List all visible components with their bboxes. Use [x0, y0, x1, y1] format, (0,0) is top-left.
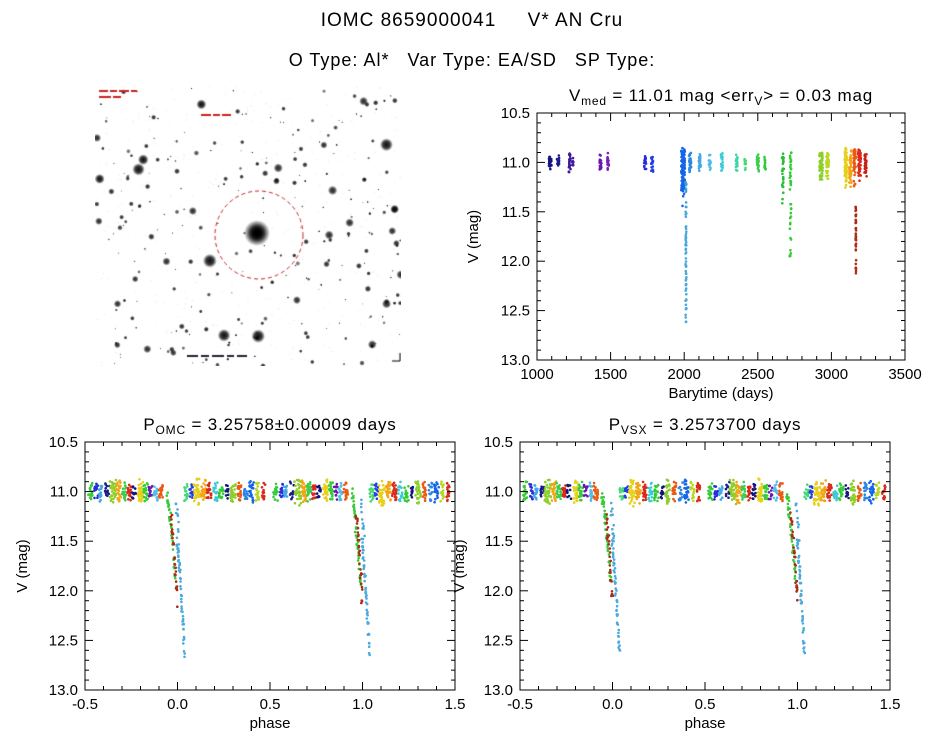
- svg-text:11.0: 11.0: [502, 154, 530, 171]
- phase-folded-plot-omc: -0.5 0.0 0.5 1.0 1.5 10.5 11.0 11.5 12.0 12.5 13.0…: [14, 415, 466, 732]
- svg-text:1.0: 1.0: [352, 696, 373, 713]
- svg-text:12.0: 12.0: [501, 253, 530, 270]
- svg-text:13.0: 13.0: [49, 682, 78, 699]
- svg-text:10.5: 10.5: [501, 105, 530, 122]
- svg-text:13.0: 13.0: [501, 352, 530, 369]
- svg-text:1.0: 1.0: [787, 696, 808, 713]
- svg-text:V (mag): V (mag): [451, 539, 468, 592]
- svg-text:phase: phase: [250, 715, 291, 732]
- svg-text:1.5: 1.5: [880, 696, 901, 713]
- svg-text:phase: phase: [685, 715, 726, 732]
- svg-text:1000: 1000: [520, 366, 553, 383]
- svg-text:2000: 2000: [668, 366, 701, 383]
- svg-text:12.0: 12.0: [49, 583, 78, 600]
- svg-text:V (mag): V (mag): [14, 539, 31, 592]
- phase-folded-plot-vsx: -0.5 0.0 0.5 1.0 1.5 10.5 11.0 11.5 12.0 12.5 13.0…: [451, 415, 901, 732]
- time-series-plot: 1000 1500 2000 2500 3000 3500 10.5 11.0 11.5 12.0…: [465, 86, 922, 402]
- svg-text:11.5: 11.5: [485, 533, 513, 550]
- svg-text:10.5: 10.5: [49, 434, 78, 451]
- svg-text:0.5: 0.5: [695, 696, 716, 713]
- svg-text:12.5: 12.5: [484, 632, 513, 649]
- svg-text:3500: 3500: [888, 366, 921, 383]
- object-type-subtitle: O Type: Al* Var Type: EA/SD SP Type:: [288, 50, 656, 70]
- finder-chart-image: [95, 85, 401, 366]
- svg-text:12.5: 12.5: [501, 303, 530, 320]
- svg-text:Vmed = 11.01 mag <errV> = 0.03: Vmed = 11.01 mag <errV> = 0.03 mag: [569, 86, 873, 108]
- svg-text:12.0: 12.0: [484, 583, 513, 600]
- svg-text:2500: 2500: [741, 366, 774, 383]
- svg-text:11.0: 11.0: [485, 484, 513, 501]
- page-title: IOMC 8659000041 V* AN Cru: [320, 10, 624, 31]
- svg-text:-0.5: -0.5: [72, 696, 98, 713]
- svg-text:11.5: 11.5: [50, 533, 78, 550]
- svg-text:Barytime (days): Barytime (days): [668, 385, 773, 402]
- svg-text:PVSX = 3.2573700 days: PVSX = 3.2573700 days: [609, 415, 802, 437]
- svg-text:10.5: 10.5: [484, 434, 513, 451]
- svg-text:V (mag): V (mag): [465, 210, 482, 263]
- svg-text:0.0: 0.0: [167, 696, 188, 713]
- svg-text:12.5: 12.5: [49, 632, 78, 649]
- svg-text:3000: 3000: [815, 366, 848, 383]
- svg-text:1.5: 1.5: [445, 696, 466, 713]
- svg-text:13.0: 13.0: [484, 682, 513, 699]
- svg-text:1500: 1500: [594, 366, 627, 383]
- svg-text:11.5: 11.5: [502, 204, 530, 221]
- svg-text:-0.5: -0.5: [507, 696, 533, 713]
- svg-text:11.0: 11.0: [50, 484, 78, 501]
- svg-text:0.5: 0.5: [260, 696, 281, 713]
- svg-text:0.0: 0.0: [602, 696, 623, 713]
- svg-text:POMC = 3.25758±0.00009 days: POMC = 3.25758±0.00009 days: [143, 415, 396, 437]
